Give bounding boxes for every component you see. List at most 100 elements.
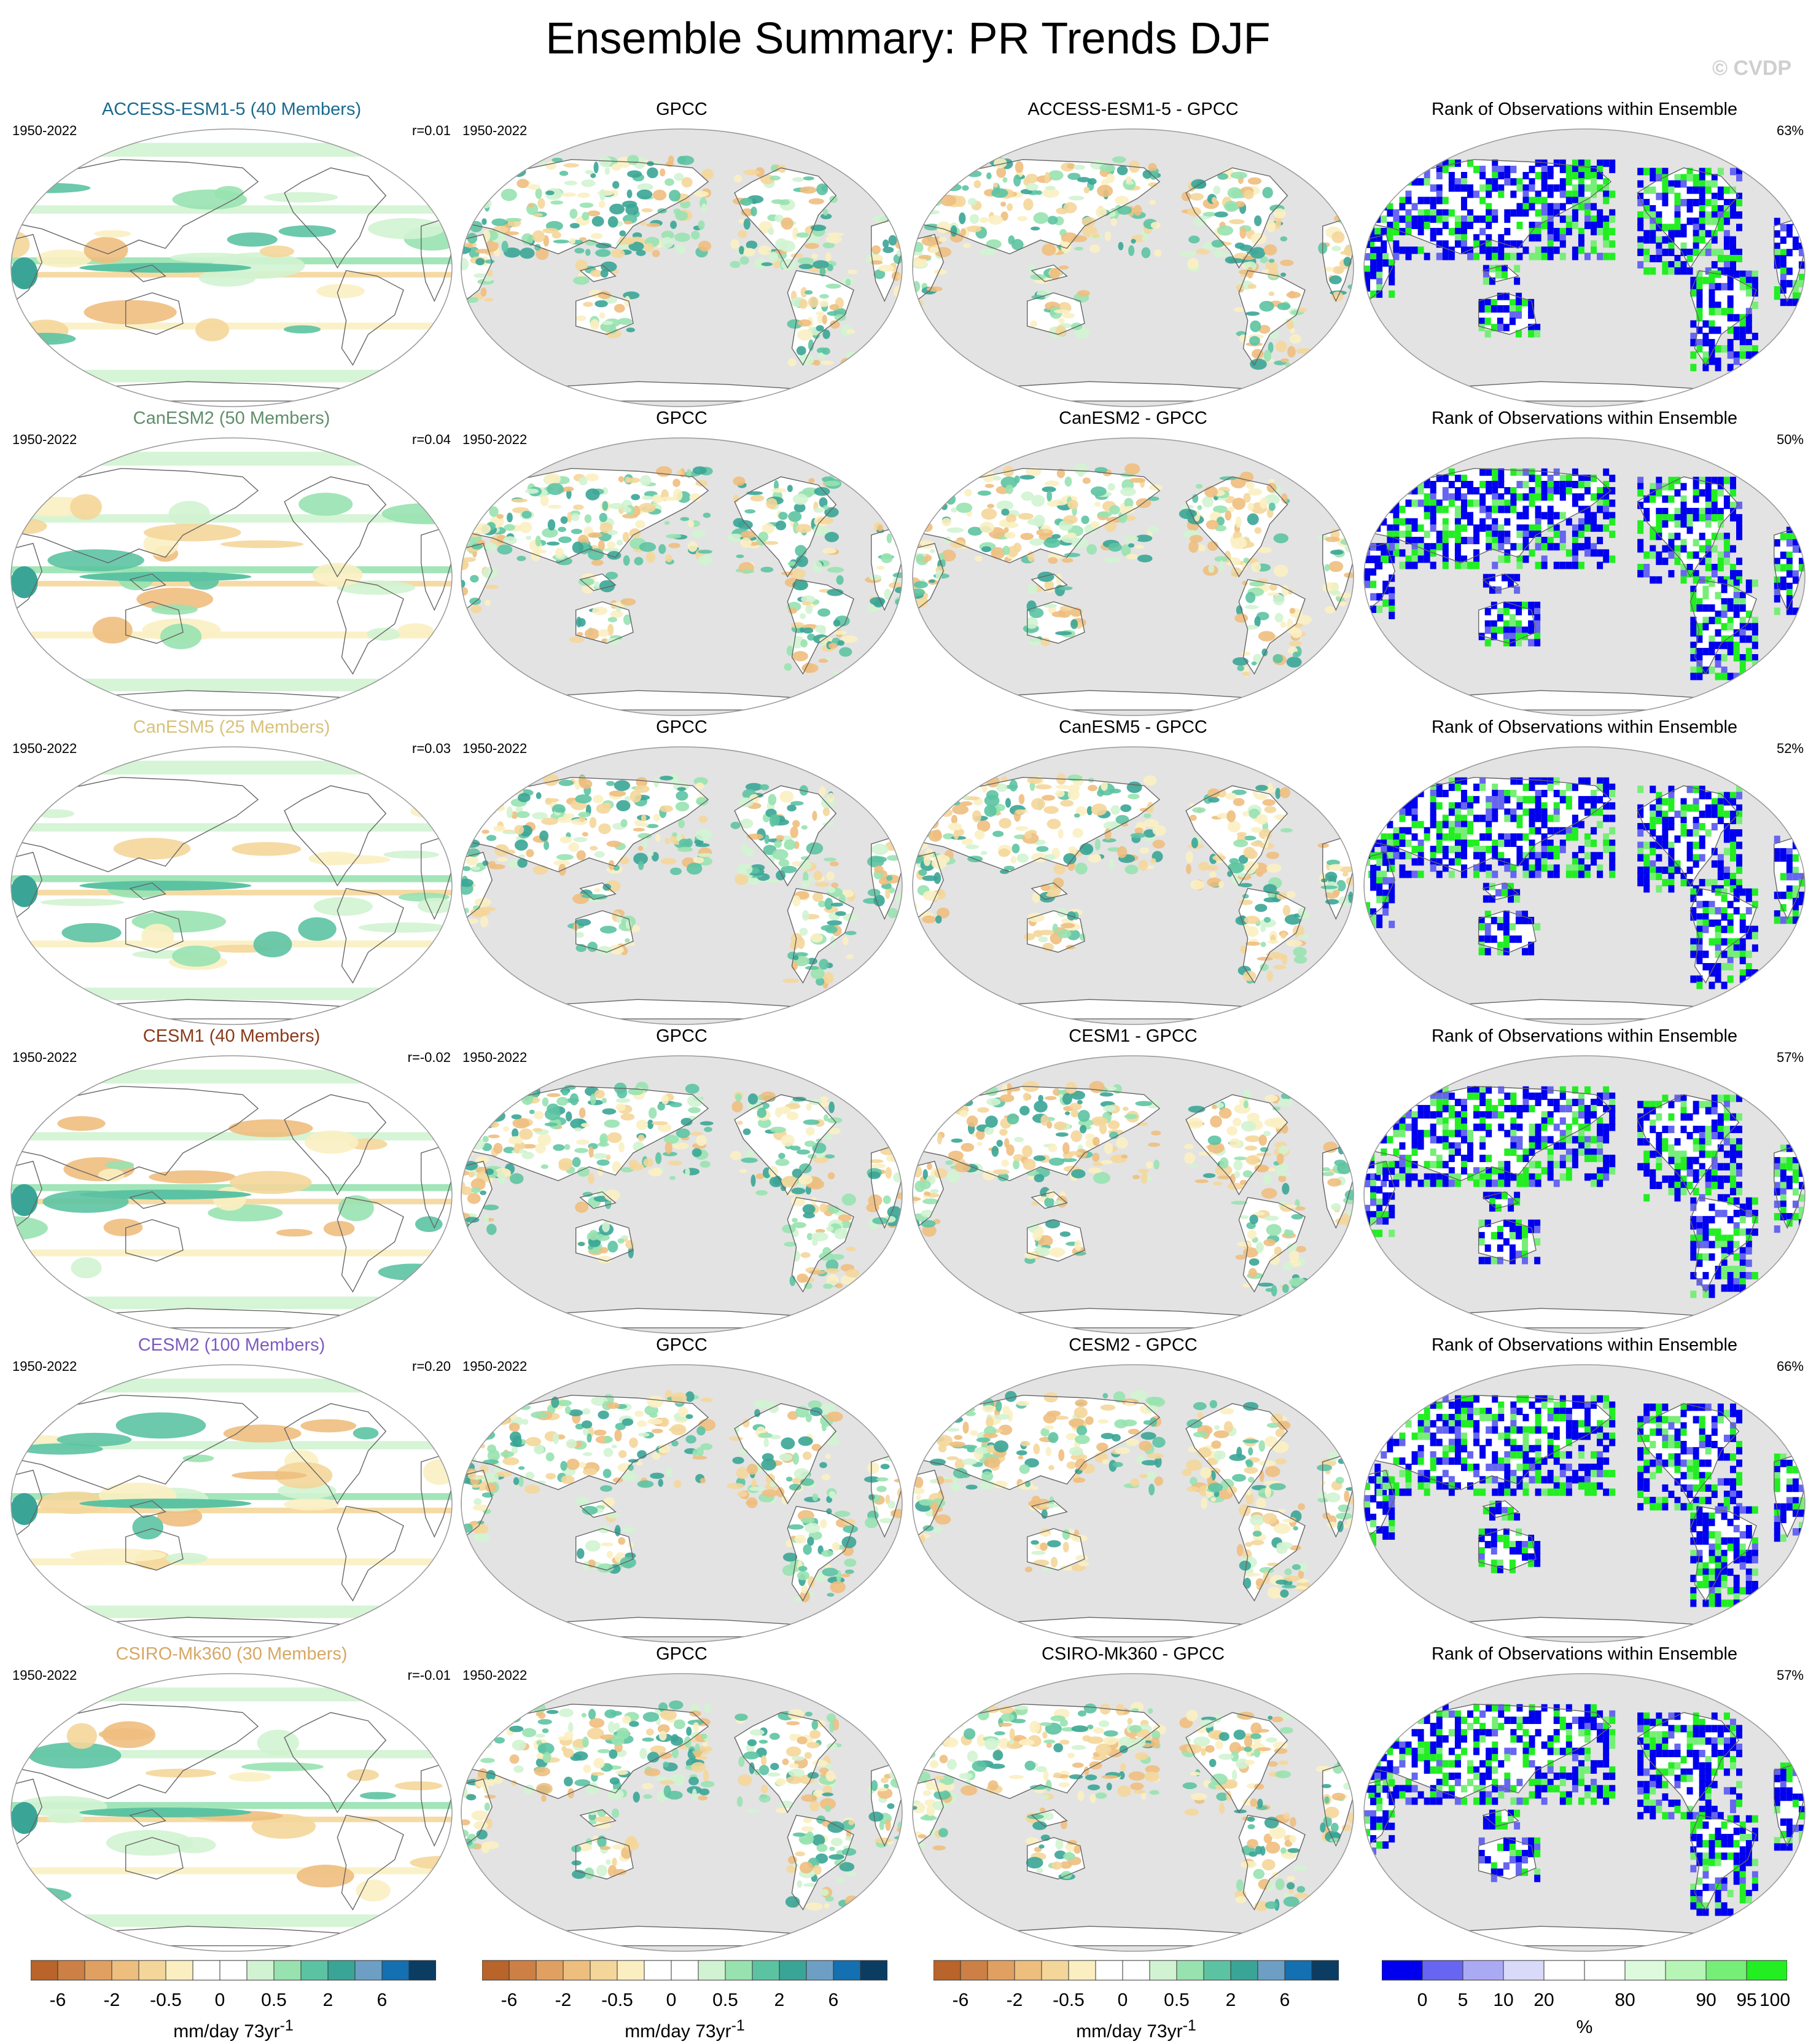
land-patch-eurasia-104 — [680, 517, 690, 521]
rank-cell-eurasia — [1430, 821, 1436, 829]
land-patch-africaE-18 — [1346, 529, 1354, 534]
rank-cell-eurasia — [1529, 808, 1535, 816]
rank-cell-indonesia — [1502, 271, 1508, 279]
rank-cell-eurasia — [1368, 493, 1375, 501]
land-patch-southAmerica-22 — [800, 613, 806, 620]
rank-cell-eurasia — [1454, 524, 1461, 532]
coastline-indonesia — [579, 264, 617, 283]
rank-cell-indonesia — [1502, 265, 1508, 273]
land-patch-africaE-1 — [883, 239, 889, 248]
rank-cell-africaE — [1774, 588, 1780, 596]
rank-cell-eurasia — [1529, 499, 1535, 507]
land-patch-northAmerica-35 — [737, 1120, 743, 1125]
rank-cell-eurasia — [1411, 543, 1418, 551]
rank-cell-northAmerica — [1693, 248, 1699, 256]
land-patch-eurasia-157 — [976, 155, 988, 168]
land-patch-eurasia-114 — [543, 774, 559, 786]
rank-cell-northAmerica — [1717, 224, 1724, 232]
land-patch-australia-16 — [1054, 631, 1072, 636]
land-patch-eurasia-148 — [932, 489, 946, 501]
rank-cell-eurasia — [1584, 864, 1591, 872]
coastline-africaW — [1364, 542, 1396, 614]
rank-cell-eurasia — [1374, 474, 1381, 482]
land-patch-southAmerica-26 — [784, 1241, 797, 1247]
rank-cell-eurasia — [1399, 530, 1406, 538]
land-patch-northAmerica-50 — [792, 494, 808, 505]
land-patch-eurasia-168 — [640, 475, 652, 486]
rank-cell-africaW — [1370, 271, 1377, 279]
rank-cell-eurasia — [1486, 524, 1492, 532]
land-patch-southAmerica-23 — [825, 1259, 839, 1271]
land-patch-eurasia-5 — [1015, 825, 1029, 831]
rank-cell-eurasia — [1442, 537, 1449, 545]
rank-cell-africaW — [1376, 915, 1383, 923]
land-patch-northAmerica-75 — [813, 561, 823, 573]
land-patch-eurasia-146 — [1142, 170, 1152, 179]
rank-cell-northAmerica — [1717, 816, 1724, 824]
globe-outline — [461, 746, 903, 1025]
rank-cell-northAmerica — [1717, 507, 1724, 515]
rank-cell-eurasia — [1529, 827, 1535, 835]
rank-cell-northAmerica — [1729, 507, 1736, 515]
rank-cell-southAmerica — [1709, 270, 1715, 278]
land-patch-eurasia-30 — [1023, 198, 1034, 211]
rank-cell-eurasia — [1559, 252, 1566, 260]
coastline-eurasia — [916, 777, 1161, 873]
land-patch-southAmerica-48 — [830, 320, 840, 329]
land-patch-eurasia-47 — [558, 526, 567, 532]
land-patch-eurasia-152 — [677, 846, 693, 852]
rank-cell-eurasia — [1479, 165, 1486, 173]
rank-cell-eurasia — [1473, 796, 1480, 804]
land-patch-northAmerica-52 — [1213, 185, 1221, 195]
land-patch-northAmerica-74 — [1244, 261, 1257, 271]
land-patch-eurasia-50 — [1075, 862, 1088, 875]
rank-cell-australia — [1534, 639, 1541, 647]
rank-cell-eurasia — [1529, 814, 1535, 822]
rank-cell-africaW — [1382, 580, 1389, 588]
pattern-correlation: r=0.03 — [412, 741, 451, 756]
rank-cell-eurasia — [1381, 240, 1387, 248]
rank-cell-australia — [1528, 330, 1535, 338]
rank-cell-eurasia — [1597, 228, 1604, 236]
land-patch-eurasia-82 — [1088, 854, 1102, 863]
land-patch-eurasia-139 — [1081, 217, 1096, 227]
land-patch-eurasia-23 — [1003, 865, 1015, 871]
trend-band-1 — [11, 1069, 452, 1084]
rank-cell-eurasia — [1430, 203, 1436, 211]
rank-cell-southAmerica — [1739, 351, 1746, 359]
land-patch-eurasia-58 — [946, 527, 964, 533]
land-patch-northAmerica-69 — [741, 569, 755, 574]
rank-cell-southAmerica — [1752, 900, 1758, 908]
rank-cell-southAmerica — [1721, 926, 1728, 934]
rank-cell-northAmerica — [1680, 576, 1687, 584]
land-patch-eurasia-60 — [922, 507, 930, 512]
rank-cell-northAmerica — [1637, 841, 1644, 849]
rank-cell-eurasia — [1504, 252, 1511, 260]
rank-cell-northAmerica — [1680, 230, 1687, 238]
rank-cell-australia — [1484, 929, 1491, 937]
land-patch-northAmerica-68 — [758, 245, 772, 256]
obs-panel-title: GPCC — [656, 99, 707, 119]
rank-cell-eurasia — [1584, 221, 1591, 229]
land-patch-eurasia-147 — [551, 157, 563, 163]
rank-cell-africaW — [1376, 234, 1383, 242]
land-patch-northAmerica-62 — [1250, 247, 1266, 259]
coastline-eurasia — [465, 159, 709, 255]
land-patch-northAmerica-77 — [1275, 217, 1281, 230]
rank-cell-northAmerica — [1723, 866, 1730, 874]
rank-cell-northAmerica — [1680, 520, 1687, 528]
land-patch-northAmerica-26 — [735, 1093, 742, 1102]
rank-cell-northAmerica — [1711, 477, 1718, 485]
rank-cell-eurasia — [1553, 246, 1560, 254]
rank-cell-northAmerica — [1723, 230, 1730, 238]
land-patch-southAmerica-33 — [1259, 300, 1274, 312]
rank-cell-eurasia — [1405, 468, 1412, 476]
rank-cell-eurasia — [1381, 833, 1387, 841]
land-patch-eurasia-83 — [636, 777, 648, 788]
land-patch-australia-5 — [575, 315, 586, 321]
rank-cell-africaE — [1774, 854, 1780, 862]
rank-cell-eurasia — [1516, 858, 1523, 866]
rank-cell-africaW — [1382, 877, 1389, 885]
rank-cell-eurasia — [1541, 802, 1548, 810]
rank-cell-northAmerica — [1650, 860, 1656, 868]
